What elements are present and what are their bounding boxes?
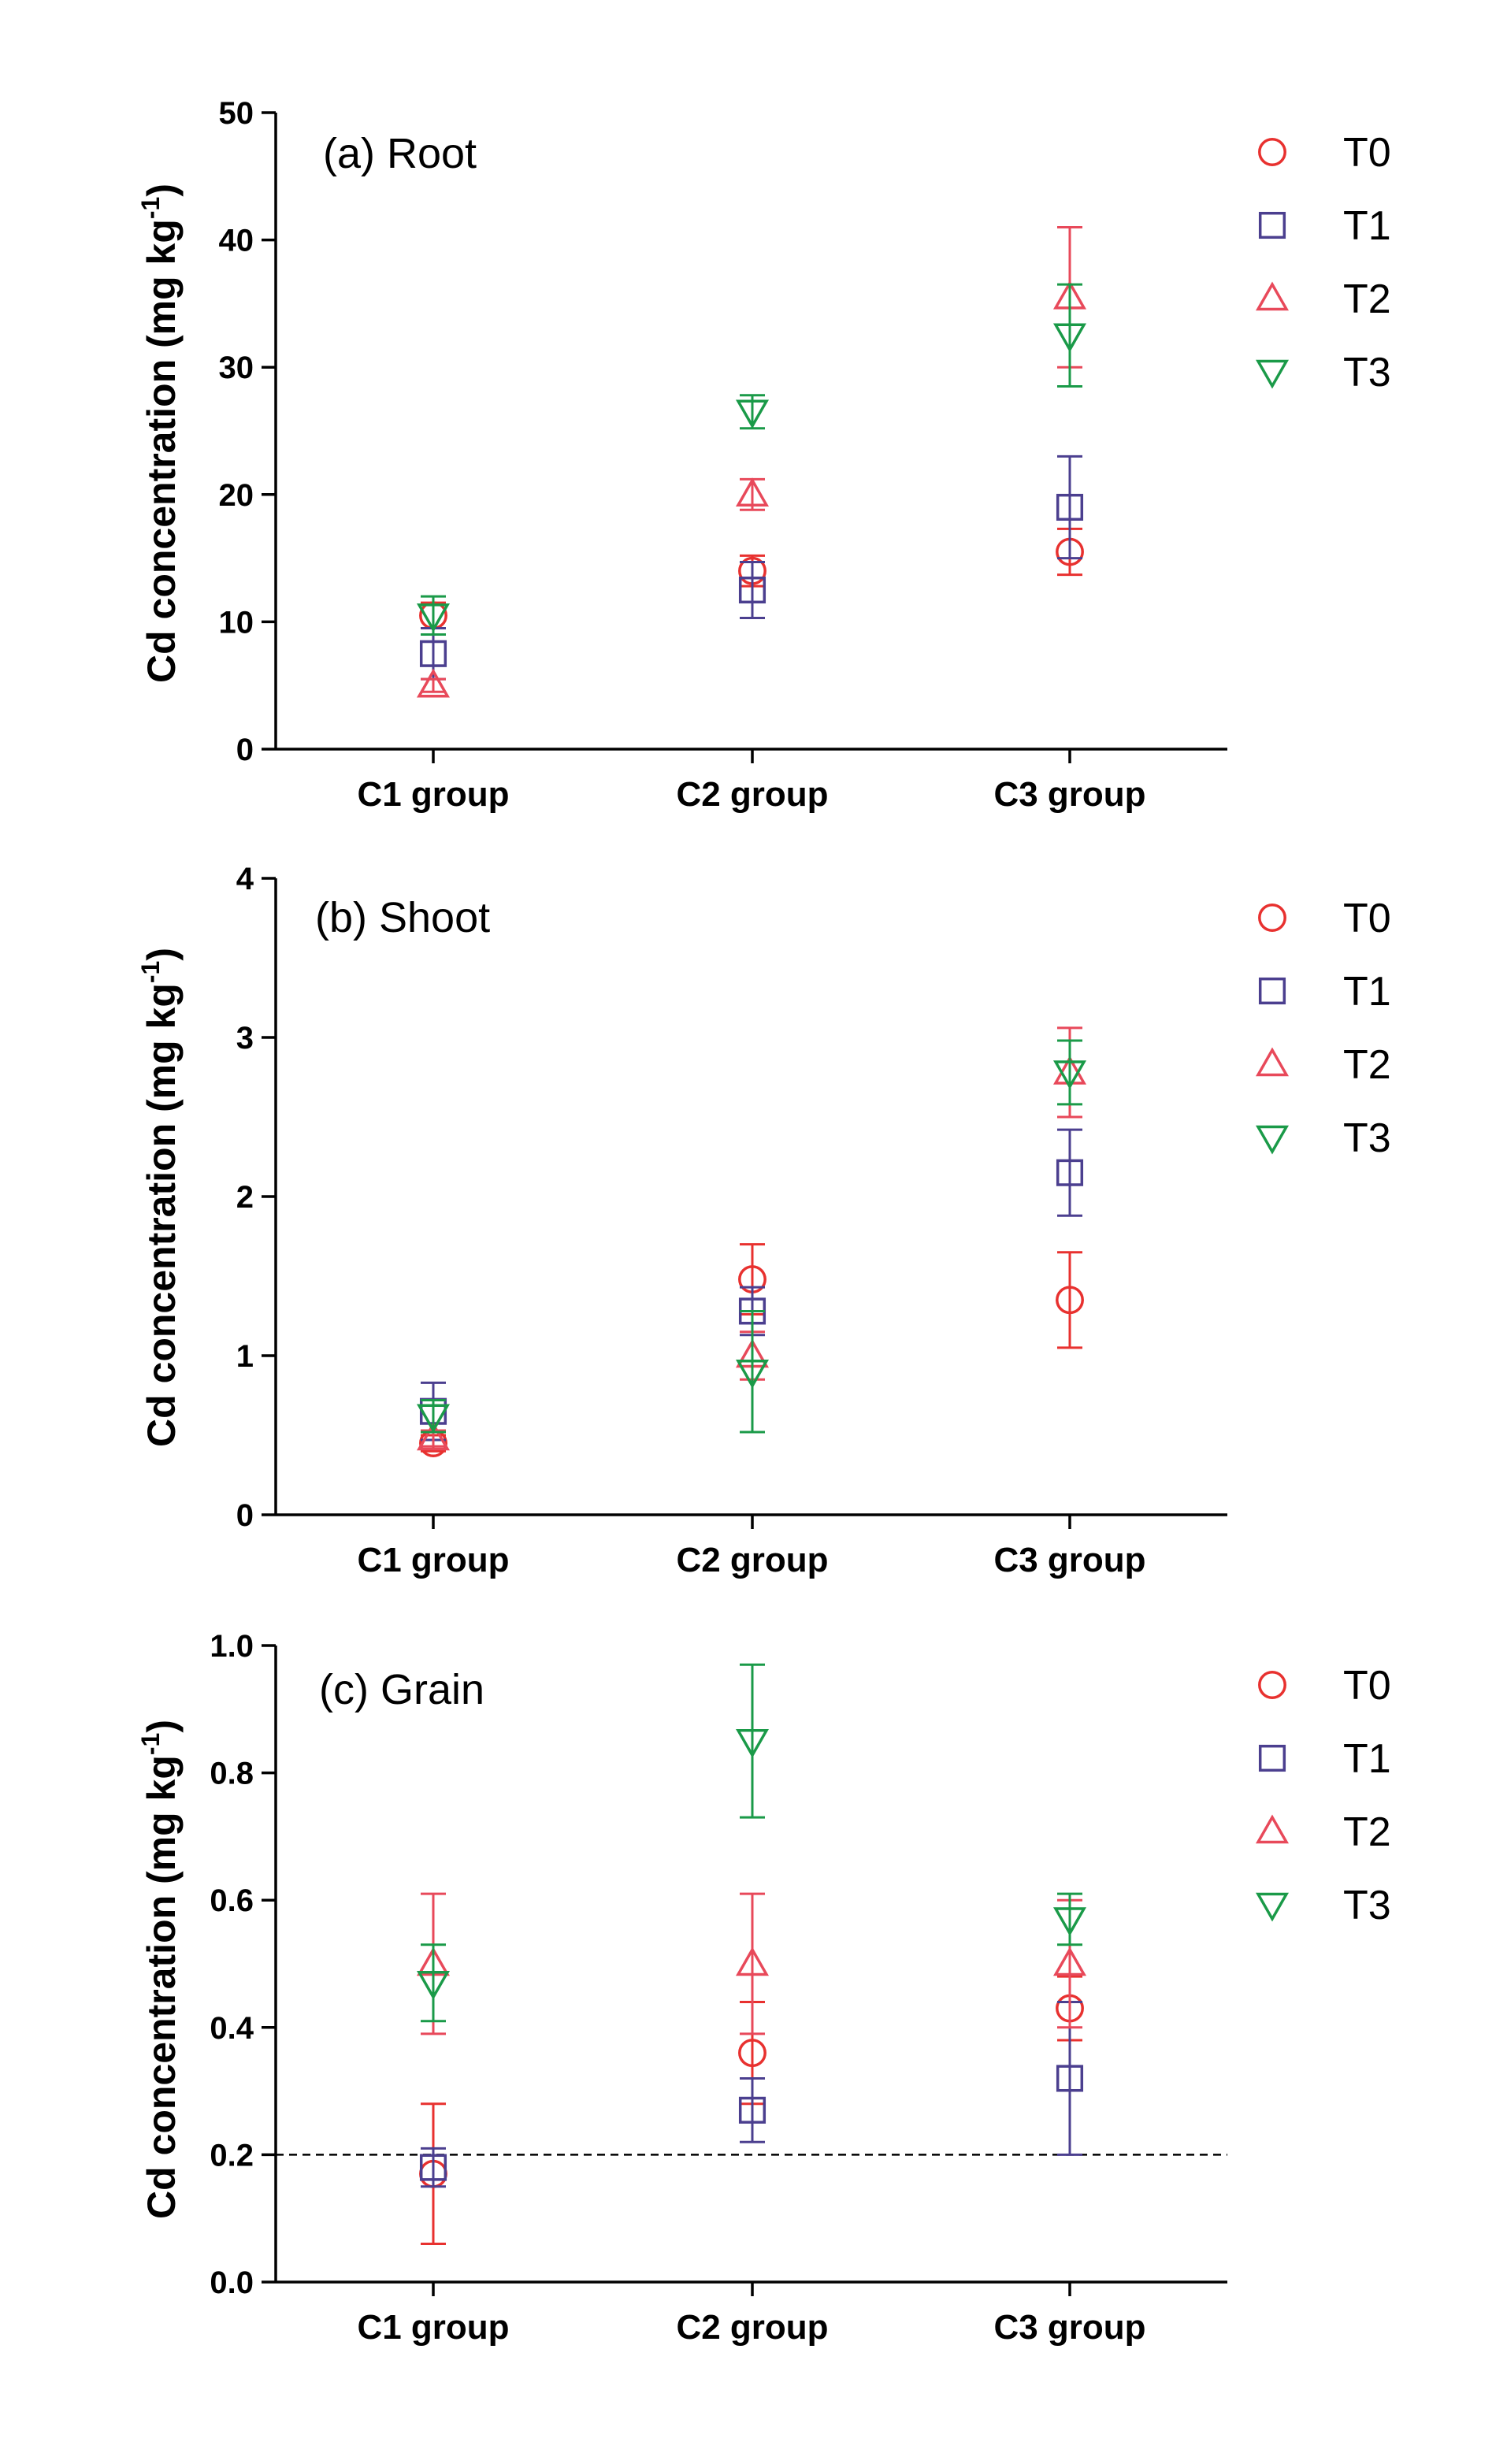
x-tick-label: C1 group bbox=[357, 775, 509, 814]
data-point bbox=[416, 1970, 451, 2000]
y-axis-label: Cd concentration (mg kg-1) bbox=[136, 184, 184, 683]
data-point bbox=[1056, 2065, 1084, 2092]
data-point bbox=[738, 2039, 766, 2068]
x-tick-label: C2 group bbox=[676, 2308, 828, 2347]
series-t3 bbox=[416, 1039, 1087, 1434]
series-t2 bbox=[416, 1892, 1087, 2035]
legend-label: T2 bbox=[1343, 276, 1391, 322]
data-point bbox=[738, 576, 766, 604]
series-t3 bbox=[416, 1663, 1087, 2023]
legend-label: T1 bbox=[1343, 969, 1391, 1015]
x-tick-label: C1 group bbox=[357, 1541, 509, 1579]
panel-grain: (c) Grain Cd concentration (mg kg-1) 0.0… bbox=[136, 1629, 1391, 2347]
legend-marker-t1 bbox=[1258, 977, 1286, 1005]
legend: T0 T1 T2 T3 bbox=[1255, 1663, 1391, 1928]
y-tick-label: 3 bbox=[236, 1021, 254, 1056]
panel-title: (b) Shoot bbox=[315, 894, 490, 941]
data-point bbox=[1052, 1060, 1087, 1089]
plot-area: 0.0 0.2 0.4 0.6 0.8 1.0 C1 group C2 group C3 gro… bbox=[210, 1629, 1227, 2347]
legend-label: T2 bbox=[1343, 1809, 1391, 1855]
series-t3 bbox=[416, 283, 1087, 636]
legend-marker-t3 bbox=[1255, 1125, 1290, 1155]
data-point bbox=[416, 1404, 451, 1434]
y-tick-label: 50 bbox=[219, 96, 254, 131]
y-tick-label: 0 bbox=[236, 1498, 254, 1533]
legend-marker-t3 bbox=[1255, 359, 1290, 389]
data-point bbox=[1056, 493, 1084, 521]
legend-marker-t1 bbox=[1258, 211, 1286, 239]
y-tick-label: 1 bbox=[236, 1339, 254, 1374]
legend: T0 T1 T2 T3 bbox=[1255, 130, 1391, 395]
data-point bbox=[1056, 1159, 1084, 1186]
y-tick-label: 20 bbox=[219, 478, 254, 513]
data-point bbox=[416, 668, 451, 698]
legend-marker-t2 bbox=[1255, 1814, 1290, 1844]
data-point bbox=[1056, 1286, 1084, 1315]
legend-label: T0 bbox=[1343, 130, 1391, 176]
data-point bbox=[416, 1421, 451, 1451]
legend-marker-t0 bbox=[1258, 1671, 1286, 1699]
legend-label: T1 bbox=[1343, 1736, 1391, 1782]
plot-area: 0 10 20 30 40 50 C1 group C2 group C3 group bbox=[219, 96, 1227, 814]
panel-title: (c) Grain bbox=[319, 1666, 484, 1713]
plot-area: 0 1 2 3 4 C1 group C2 group C3 group bbox=[236, 862, 1227, 1579]
legend: T0 T1 T2 T3 bbox=[1255, 896, 1391, 1161]
y-tick-label: 0 bbox=[236, 733, 254, 767]
legend-label: T3 bbox=[1343, 1115, 1391, 1161]
data-point bbox=[735, 477, 770, 507]
data-point bbox=[1052, 1907, 1087, 1936]
data-point bbox=[735, 1359, 770, 1389]
legend-marker-t1 bbox=[1258, 1744, 1286, 1772]
y-tick-label: 10 bbox=[219, 605, 254, 640]
series-t2 bbox=[416, 225, 1087, 698]
legend-label: T2 bbox=[1343, 1042, 1391, 1088]
legend-label: T0 bbox=[1343, 1663, 1391, 1709]
data-point bbox=[416, 603, 451, 633]
legend-label: T0 bbox=[1343, 896, 1391, 941]
legend-marker-t2 bbox=[1255, 281, 1290, 311]
panel-root: (a) Root Cd concentration (mg kg-1) 0 10 2… bbox=[136, 96, 1391, 814]
data-point bbox=[735, 1728, 770, 1758]
x-tick-label: C2 group bbox=[676, 1541, 828, 1579]
y-tick-label: 0.6 bbox=[210, 1883, 254, 1918]
data-point bbox=[419, 640, 447, 667]
data-point bbox=[735, 399, 770, 429]
data-point bbox=[738, 2096, 766, 2124]
legend-marker-t3 bbox=[1255, 1892, 1290, 1922]
x-tick-label: C3 group bbox=[993, 1541, 1145, 1579]
y-axis-label: Cd concentration (mg kg-1) bbox=[136, 948, 184, 1447]
x-tick-label: C3 group bbox=[993, 2308, 1145, 2347]
y-axis-label: Cd concentration (mg kg-1) bbox=[136, 1720, 184, 2219]
y-tick-label: 4 bbox=[236, 862, 254, 896]
data-point bbox=[1052, 323, 1087, 353]
x-tick-label: C2 group bbox=[676, 775, 828, 814]
y-tick-label: 0.0 bbox=[210, 2265, 254, 2300]
data-point bbox=[419, 2154, 447, 2181]
legend-label: T3 bbox=[1343, 350, 1391, 395]
legend-marker-t2 bbox=[1255, 1047, 1290, 1077]
y-tick-label: 0.2 bbox=[210, 2138, 254, 2173]
y-tick-label: 40 bbox=[219, 224, 254, 258]
data-point bbox=[1052, 1946, 1087, 1976]
y-tick-label: 0.4 bbox=[210, 2011, 254, 2046]
y-tick-label: 1.0 bbox=[210, 1629, 254, 1664]
panel-title: (a) Root bbox=[323, 130, 477, 177]
y-tick-label: 2 bbox=[236, 1180, 254, 1215]
legend-marker-t0 bbox=[1258, 138, 1286, 166]
legend-marker-t0 bbox=[1258, 904, 1286, 932]
legend-label: T1 bbox=[1343, 203, 1391, 249]
x-tick-label: C1 group bbox=[357, 2308, 509, 2347]
legend-label: T3 bbox=[1343, 1883, 1391, 1928]
x-tick-label: C3 group bbox=[993, 775, 1145, 814]
y-tick-label: 0.8 bbox=[210, 1757, 254, 1791]
panel-shoot: (b) Shoot Cd concentration (mg kg-1) 0 1 2… bbox=[136, 862, 1391, 1579]
y-tick-label: 30 bbox=[219, 351, 254, 385]
data-point bbox=[735, 1946, 770, 1976]
